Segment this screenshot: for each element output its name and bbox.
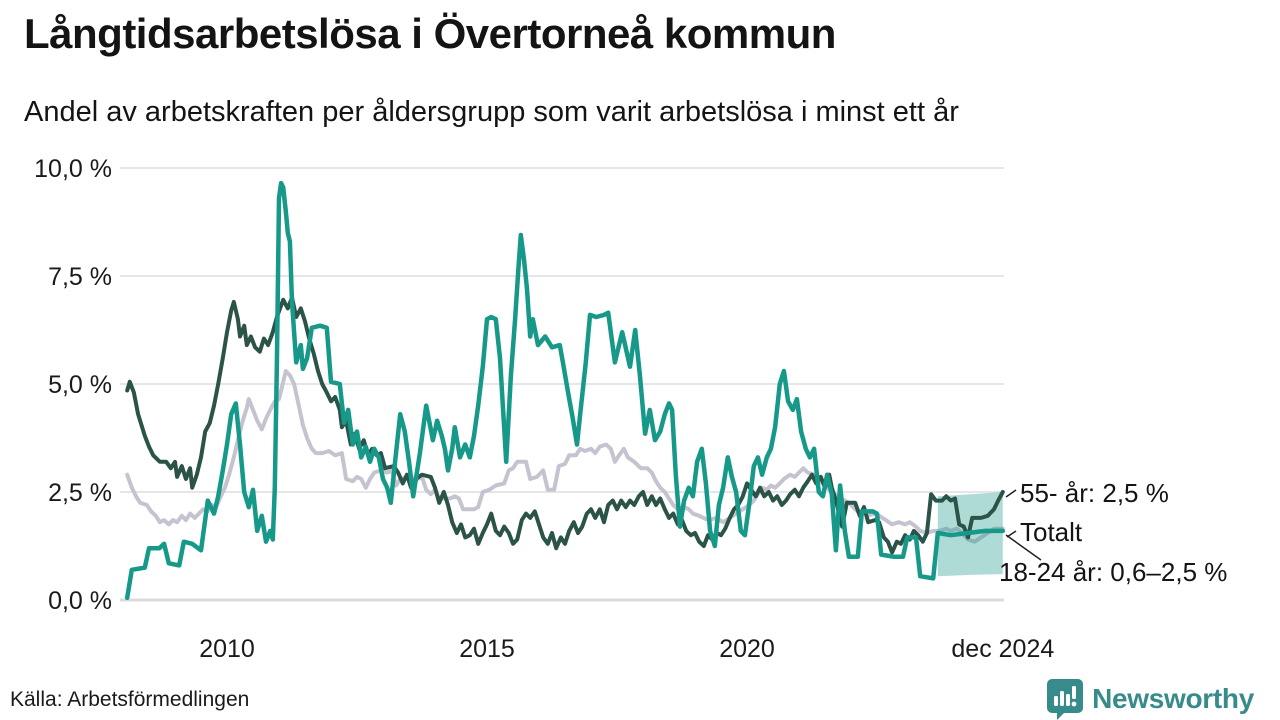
newsworthy-logo: Newsworthy xyxy=(1046,678,1254,720)
y-tick-label: 5,0 % xyxy=(48,371,112,399)
annotation-label: 55- år: 2,5 % xyxy=(1020,478,1169,508)
annotation-label: Totalt xyxy=(1020,517,1083,547)
line-chart: 10,0 % 7,5 % 5,0 % 2,5 % 0,0 % 2010 2015 2020 de… xyxy=(0,140,1280,670)
newsworthy-wordmark: Newsworthy xyxy=(1092,683,1254,714)
y-tick-label: 10,0 % xyxy=(34,155,112,183)
x-tick-label: 2020 xyxy=(719,635,775,663)
series-line-totalt xyxy=(125,369,1005,544)
y-tick-label: 7,5 % xyxy=(48,263,112,291)
x-tick-label: dec 2024 xyxy=(951,635,1054,663)
annotation-label: 18-24 år: 0,6–2,5 % xyxy=(999,557,1227,587)
source-note: Källa: Arbetsförmedlingen xyxy=(10,688,250,711)
y-tick-label: 0,0 % xyxy=(48,587,112,615)
x-tick-label: 2010 xyxy=(199,635,255,663)
x-tick-label: 2015 xyxy=(459,635,515,663)
annotation-leader xyxy=(1005,489,1017,498)
page-subtitle: Andel av arbetskraften per åldersgrupp s… xyxy=(24,96,959,128)
annotation-leader xyxy=(1005,534,1042,561)
page-title: Långtidsarbetslösa i Övertorneå kommun xyxy=(24,10,836,57)
chart-canvas: 10,0 % 7,5 % 5,0 % 2,5 % 0,0 % 2010 2015 2020 de… xyxy=(34,155,1227,663)
newsworthy-icon xyxy=(1047,679,1084,720)
series-line-18-24-r xyxy=(124,180,1006,601)
y-tick-label: 2,5 % xyxy=(48,479,112,507)
